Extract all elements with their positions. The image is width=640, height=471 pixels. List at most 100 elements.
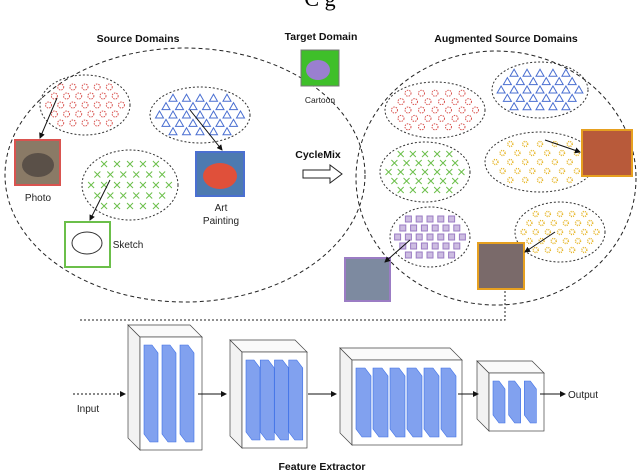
- circle-marker: [397, 114, 405, 122]
- triangle-marker: [161, 118, 171, 127]
- cross-marker: [397, 186, 405, 194]
- circle-marker: [117, 101, 125, 109]
- circle-marker: [69, 119, 77, 127]
- circle-marker: [93, 101, 101, 109]
- cross-marker: [119, 192, 127, 199]
- aug-sun-cluster-boundary: [514, 201, 606, 263]
- circle-marker: [81, 101, 89, 109]
- aug-art-cluster-boundary: [491, 61, 589, 119]
- augmented-domains-ellipse: [355, 50, 637, 306]
- circle-marker: [465, 98, 472, 106]
- conv-block-2: [229, 339, 308, 449]
- triangle-marker: [528, 93, 539, 102]
- square-marker: [437, 233, 445, 241]
- sun-marker: [544, 246, 552, 254]
- triangle-marker: [195, 126, 205, 136]
- sun-marker: [566, 176, 573, 184]
- triangle-marker: [168, 126, 178, 136]
- sun-marker: [581, 210, 588, 218]
- sun-marker: [536, 158, 544, 166]
- circle-marker: [105, 119, 113, 127]
- aug-yellow-cluster: [484, 131, 596, 193]
- cross-marker: [152, 160, 160, 168]
- cross-marker: [409, 186, 417, 194]
- feature-map-layer: [143, 344, 159, 443]
- cyclemix-label: CycleMix: [295, 149, 341, 161]
- sun-marker: [568, 210, 576, 218]
- sun-marker: [573, 167, 581, 175]
- square-marker: [415, 251, 423, 259]
- triangle-marker: [181, 126, 192, 136]
- circle-marker: [424, 114, 432, 122]
- feature-map-layer: [355, 367, 372, 438]
- circle-marker: [69, 83, 77, 91]
- triangle-marker: [222, 109, 232, 119]
- cross-marker: [421, 186, 429, 194]
- sun-marker: [529, 167, 536, 175]
- sun-marker: [499, 167, 506, 175]
- sun-marker: [521, 140, 529, 148]
- cross-marker: [132, 192, 140, 199]
- triangle-marker: [181, 109, 192, 119]
- augmented-art-image: [581, 129, 633, 177]
- augmented-domains-title: Augmented Source Domains: [434, 33, 578, 45]
- sun-marker: [562, 237, 570, 245]
- circle-marker: [45, 101, 53, 109]
- feature-map-layer: [389, 367, 406, 438]
- square-marker: [442, 224, 450, 232]
- circle-marker: [50, 92, 58, 100]
- triangle-marker: [541, 76, 552, 86]
- feature-map-layer: [245, 359, 261, 441]
- cross-marker: [145, 171, 153, 178]
- circle-marker: [411, 98, 418, 106]
- sun-marker: [574, 237, 582, 245]
- triangle-marker: [208, 93, 219, 102]
- sun-marker: [507, 140, 514, 148]
- cross-marker: [158, 192, 166, 199]
- sun-marker: [551, 158, 559, 166]
- sun-marker: [581, 228, 588, 236]
- cross-marker: [391, 159, 398, 167]
- sun-marker: [536, 140, 544, 148]
- feature-map-layer: [440, 367, 457, 438]
- sun-marker: [543, 167, 551, 175]
- square-marker: [426, 251, 434, 259]
- circle-marker: [451, 98, 459, 106]
- square-marker: [426, 233, 434, 241]
- sun-marker: [543, 149, 551, 157]
- feature-map-layer: [492, 380, 506, 424]
- square-marker: [431, 224, 439, 232]
- input-label: Input: [77, 404, 99, 415]
- sun-marker: [538, 237, 545, 245]
- triangle-marker: [168, 109, 178, 119]
- cross-marker: [139, 202, 147, 210]
- sun-marker: [556, 246, 564, 254]
- square-marker: [404, 251, 412, 259]
- circle-marker: [111, 92, 119, 100]
- square-marker: [420, 242, 428, 250]
- feature-map-layer: [406, 367, 423, 438]
- square-marker: [453, 242, 461, 250]
- sun-marker: [532, 210, 539, 218]
- sun-marker: [521, 158, 529, 166]
- cross-marker: [451, 159, 459, 167]
- circle-marker: [105, 83, 113, 91]
- circle-marker: [404, 89, 412, 97]
- sun-marker: [499, 149, 506, 157]
- conv-block-1: [127, 324, 203, 451]
- circle-marker: [431, 106, 439, 114]
- triangle-marker: [509, 84, 519, 94]
- elephant-cartoon-icon: [306, 60, 330, 80]
- triangle-marker: [535, 101, 545, 111]
- circle-marker: [438, 98, 445, 106]
- cross-marker: [427, 177, 435, 185]
- circle-marker: [424, 98, 432, 106]
- cross-marker: [139, 181, 147, 189]
- square-marker: [415, 233, 423, 241]
- triangle-marker: [548, 84, 558, 94]
- conv-block-3: [339, 347, 463, 446]
- square-marker: [394, 233, 402, 241]
- triangle-marker: [515, 76, 526, 86]
- cross-marker: [415, 159, 423, 167]
